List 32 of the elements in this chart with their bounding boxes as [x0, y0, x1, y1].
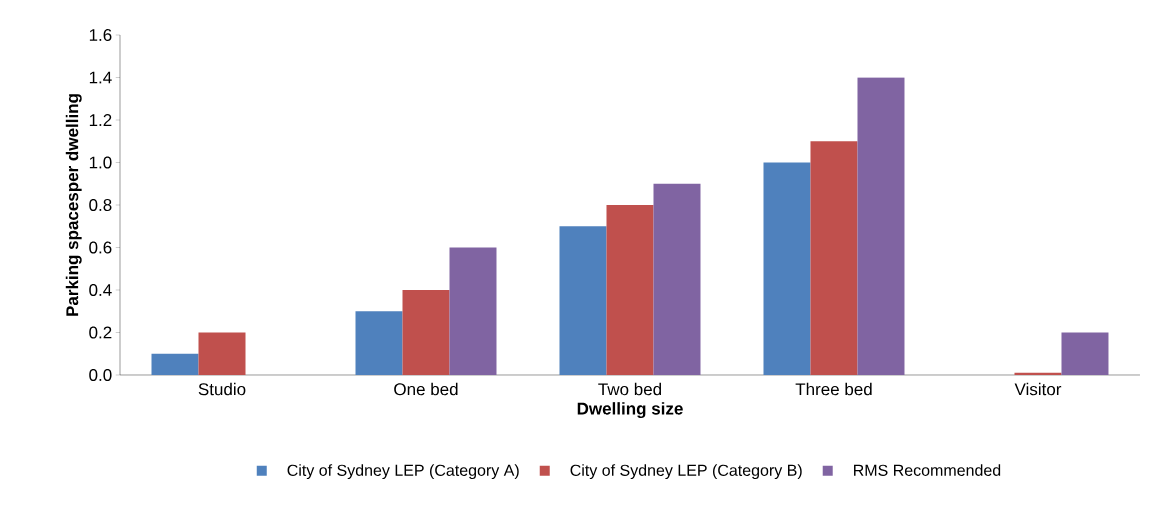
- bar: [763, 162, 811, 375]
- y-tick-label: 0.8: [89, 198, 112, 212]
- x-tick-label: Two bed: [598, 382, 662, 396]
- x-tick-label: Visitor: [1014, 382, 1062, 396]
- x-tick-label: Three bed: [795, 382, 872, 396]
- bar: [1061, 332, 1109, 375]
- y-tick-label: 1.6: [89, 28, 112, 42]
- y-tick-label: 1.2: [89, 114, 112, 126]
- bar: [198, 332, 246, 375]
- bar: [355, 311, 403, 375]
- y-tick-label: 0.4: [89, 283, 112, 297]
- y-tick-label: 0.6: [89, 241, 112, 254]
- y-tick-label: 0.0: [89, 368, 112, 382]
- bar: [1014, 372, 1062, 375]
- x-axis-title: Dwelling size: [577, 402, 683, 419]
- bar: [402, 290, 450, 375]
- bar: [810, 141, 858, 375]
- x-tick-label: Studio: [198, 382, 246, 396]
- legend-label: RMS Recommended: [854, 464, 1001, 476]
- legend-label: City of Sydney LEP (Category A): [287, 464, 519, 480]
- x-tick-label: One bed: [394, 382, 458, 396]
- legend-label: City of Sydney LEP (Category B): [570, 464, 802, 480]
- bar: [606, 205, 654, 375]
- y-tick-label: 0.2: [89, 326, 112, 339]
- y-tick-label: 1.4: [89, 71, 112, 84]
- bar: [449, 247, 497, 375]
- bar: [559, 226, 607, 375]
- bar: [857, 77, 905, 375]
- bar: [653, 183, 701, 375]
- y-tick-label: 1.0: [89, 156, 112, 169]
- y-axis-title: Parking spacesper dwelling: [65, 94, 82, 316]
- bar: [151, 353, 199, 375]
